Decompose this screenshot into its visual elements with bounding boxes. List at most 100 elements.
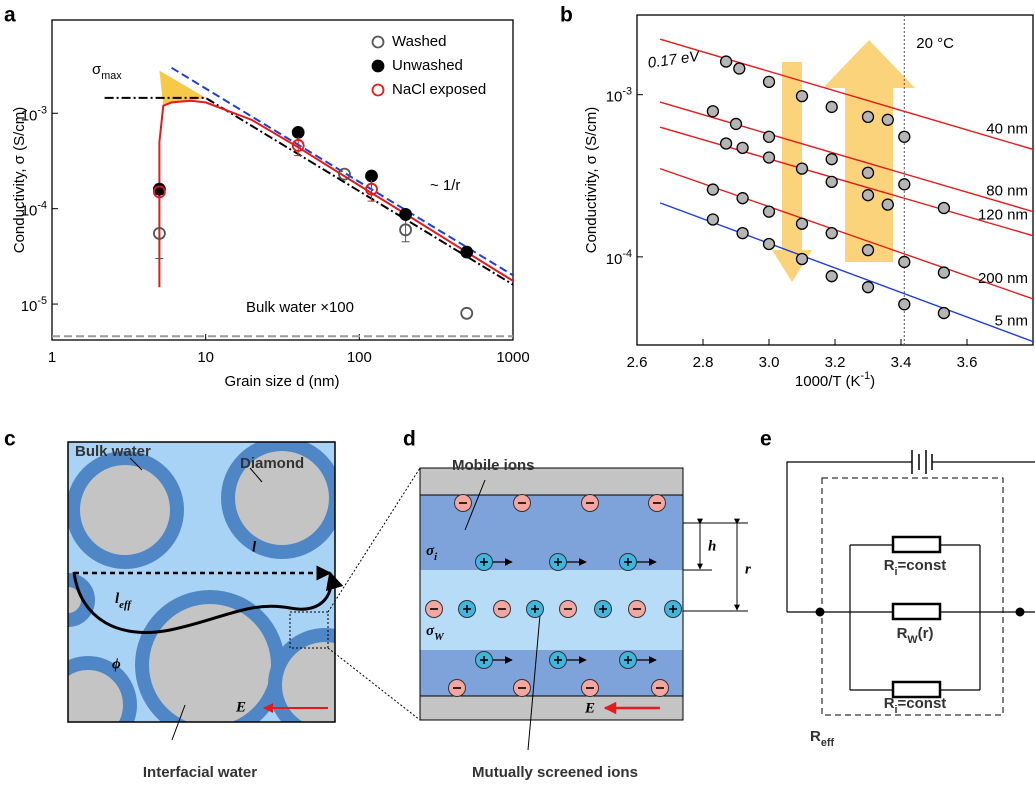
data-point (825, 153, 838, 166)
resistor-label-part: W (907, 634, 918, 646)
resistor-label-part: i (895, 566, 898, 578)
data-point (861, 243, 875, 257)
series-label: 40 nm (986, 120, 1028, 137)
diagram-label: E (235, 699, 246, 715)
resistor (891, 602, 942, 621)
x-tick-label: 3.6 (957, 354, 978, 371)
resistor-label-part: eff (821, 737, 835, 749)
data-point (881, 198, 894, 211)
data-point (937, 201, 951, 215)
grain (68, 656, 137, 722)
diagram-label: r (745, 561, 751, 577)
y-tick-label: 10-3 (21, 104, 47, 124)
data-point (719, 55, 733, 68)
y-tick-label: 10-4 (21, 200, 47, 220)
wire (786, 461, 1035, 612)
effective-box (821, 477, 1004, 716)
data-point (861, 281, 875, 294)
diagram-label: Diamond (240, 455, 304, 472)
series-label: 80 nm (986, 183, 1028, 200)
data-point (460, 306, 474, 320)
panel-label: d (403, 428, 416, 451)
zoom-box (289, 611, 329, 649)
data-point (719, 137, 733, 150)
node (815, 607, 825, 617)
data-point (460, 245, 474, 259)
legend-label: Unwashed (392, 57, 463, 74)
data-point (898, 178, 911, 191)
annotation: Bulk water ×100 (246, 299, 354, 316)
grain (268, 628, 335, 722)
x-tick-label: 2.6 (627, 354, 648, 371)
resistor-label: Ri=const (884, 695, 947, 716)
data-point (795, 252, 809, 266)
annotation: ~ 1/r (430, 177, 460, 194)
model-curve (158, 99, 513, 288)
up-arrow (823, 40, 915, 262)
resistor-label-part: (r) (918, 625, 934, 642)
leader (129, 457, 143, 471)
diagram-label: h (708, 538, 716, 554)
y-tick-label: 10-5 (21, 295, 47, 315)
panel-label: e (760, 428, 772, 451)
y-tick-label-part: -4 (37, 200, 47, 212)
x-axis-label: Grain size d (nm) (224, 373, 339, 390)
panel-d-drawing (419, 467, 748, 751)
grains (68, 442, 335, 722)
data-point (736, 226, 749, 240)
plot-area (659, 38, 1033, 343)
area (159, 70, 206, 106)
resistor-label-part: =const (898, 557, 947, 574)
data-point (861, 166, 875, 179)
data-point (706, 213, 720, 226)
y-tick-label-part: 10 (21, 107, 38, 124)
data-point (733, 62, 746, 75)
x-tick-label: 100 (347, 349, 372, 366)
data-point (861, 110, 875, 123)
resistor-label-part: R (810, 728, 821, 745)
panel-e-drawing (786, 450, 1035, 716)
data-point (898, 130, 911, 143)
annotation-part: max (101, 70, 122, 82)
x-tick-label: 2.8 (693, 354, 714, 371)
diagram-label-part: W (434, 631, 445, 643)
resistor-label-part: R (884, 557, 895, 574)
diagram-label-part: i (434, 551, 437, 563)
x-tick-label: 1000 (496, 349, 529, 366)
data-point (881, 113, 894, 126)
y-tick-label-part: -4 (622, 248, 632, 260)
resistor-label: Ri=const (884, 557, 947, 578)
y-tick-label: 10-3 (606, 86, 632, 106)
annotation-part: σ (92, 61, 102, 78)
x-axis-label: 1000/T (K-1) (795, 370, 875, 390)
resistor (891, 535, 942, 554)
y-tick-label-part: -3 (37, 104, 47, 116)
data-point (937, 306, 951, 320)
panel-label: b (560, 4, 573, 27)
x-axis-label-part: ) (870, 373, 875, 390)
annotation: σmax (92, 61, 122, 82)
x-axis-label-part: 1000/T (K (795, 373, 861, 390)
series-label: 5 nm (995, 313, 1028, 330)
series-label: 200 nm (978, 270, 1028, 287)
diagram-label: leff (115, 591, 132, 611)
node (1015, 607, 1025, 617)
model-curve (171, 66, 513, 277)
y-tick-label-part: 10 (21, 203, 38, 220)
data-point (898, 298, 911, 311)
data-point (153, 185, 166, 199)
model-curve (104, 96, 513, 286)
series-label: 120 nm (978, 207, 1028, 224)
resistor-label-part: =const (898, 695, 947, 712)
diagram-label: σW (426, 623, 445, 643)
data-point (736, 141, 749, 155)
trend-arrows (772, 40, 915, 282)
zoom-line (327, 467, 421, 613)
diagram-label: Mobile ions (452, 457, 535, 474)
data-point (825, 100, 838, 114)
data-point (762, 75, 776, 88)
bus (849, 545, 981, 690)
panel-label: a (4, 4, 16, 27)
tortuous-path (72, 571, 344, 634)
